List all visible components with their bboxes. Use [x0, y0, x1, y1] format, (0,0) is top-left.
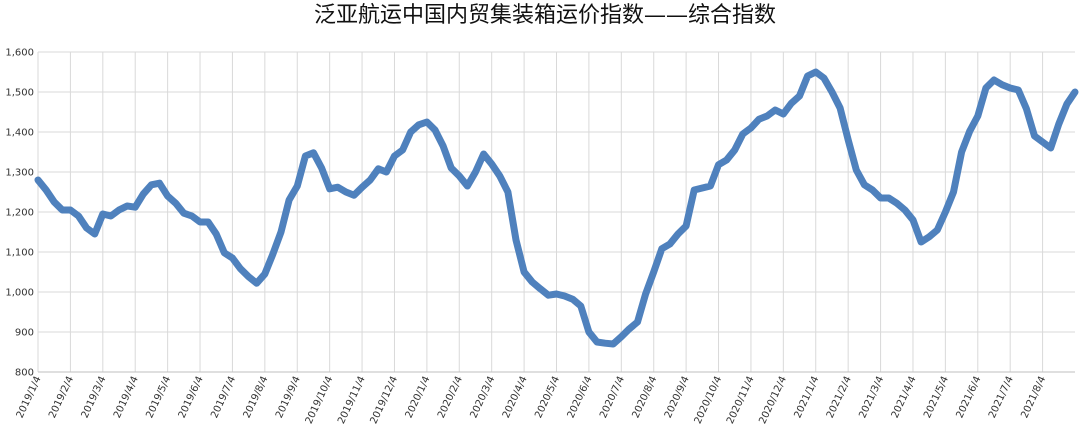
x-tick-label: 2020/2/4 — [436, 375, 465, 420]
x-tick-label: 2020/6/4 — [566, 375, 595, 420]
x-tick-label: 2020/9/4 — [663, 375, 692, 420]
x-tick-label: 2019/2/4 — [47, 375, 76, 420]
x-tick-label: 2020/12/4 — [757, 375, 789, 426]
x-tick-label: 2021/1/4 — [793, 375, 822, 420]
x-tick-label: 2019/9/4 — [274, 375, 303, 420]
y-tick-label: 1,000 — [5, 288, 34, 299]
x-tick-label: 2021/6/4 — [955, 375, 984, 420]
y-tick-label: 1,600 — [5, 48, 34, 59]
x-tick-label: 2021/4/4 — [890, 375, 919, 420]
x-tick-label: 2020/3/4 — [468, 375, 497, 420]
y-tick-label: 1,100 — [5, 248, 34, 259]
x-tick-label: 2020/4/4 — [501, 375, 530, 420]
x-tick-label: 2019/12/4 — [369, 375, 401, 426]
x-tick-label: 2019/5/4 — [144, 375, 173, 420]
x-tick-label: 2020/7/4 — [598, 375, 627, 420]
x-tick-label: 2019/4/4 — [112, 375, 141, 420]
x-tick-label: 2019/3/4 — [80, 375, 109, 420]
x-tick-label: 2021/7/4 — [987, 375, 1016, 420]
x-tick-label: 2020/8/4 — [630, 375, 659, 420]
y-tick-label: 900 — [15, 328, 34, 339]
y-tick-label: 1,500 — [5, 88, 34, 99]
y-tick-label: 1,300 — [5, 168, 34, 179]
x-tick-label: 2019/7/4 — [209, 375, 238, 420]
x-tick-label: 2021/3/4 — [857, 375, 886, 420]
y-tick-label: 1,400 — [5, 128, 34, 139]
chart-title: 泛亚航运中国内贸集装箱运价指数——综合指数 — [314, 3, 776, 28]
y-tick-label: 800 — [15, 368, 34, 379]
y-tick-label: 1,200 — [5, 208, 34, 219]
data-line — [34, 68, 1079, 348]
x-tick-label: 2020/5/4 — [533, 375, 562, 420]
x-tick-label: 2021/5/4 — [922, 375, 951, 420]
x-tick-label: 2019/8/4 — [242, 375, 271, 420]
x-tick-label: 2019/11/4 — [336, 375, 368, 426]
x-tick-label: 2019/10/4 — [304, 375, 336, 426]
x-tick-label: 2019/6/4 — [177, 375, 206, 420]
x-tick-label: 2019/1/4 — [15, 375, 44, 420]
x-tick-label: 2021/8/4 — [1019, 375, 1048, 420]
x-tick-label: 2020/10/4 — [693, 375, 725, 426]
x-tick-label: 2020/1/4 — [404, 375, 433, 420]
x-tick-label: 2020/11/4 — [725, 375, 757, 426]
x-tick-label: 2021/2/4 — [825, 375, 854, 420]
